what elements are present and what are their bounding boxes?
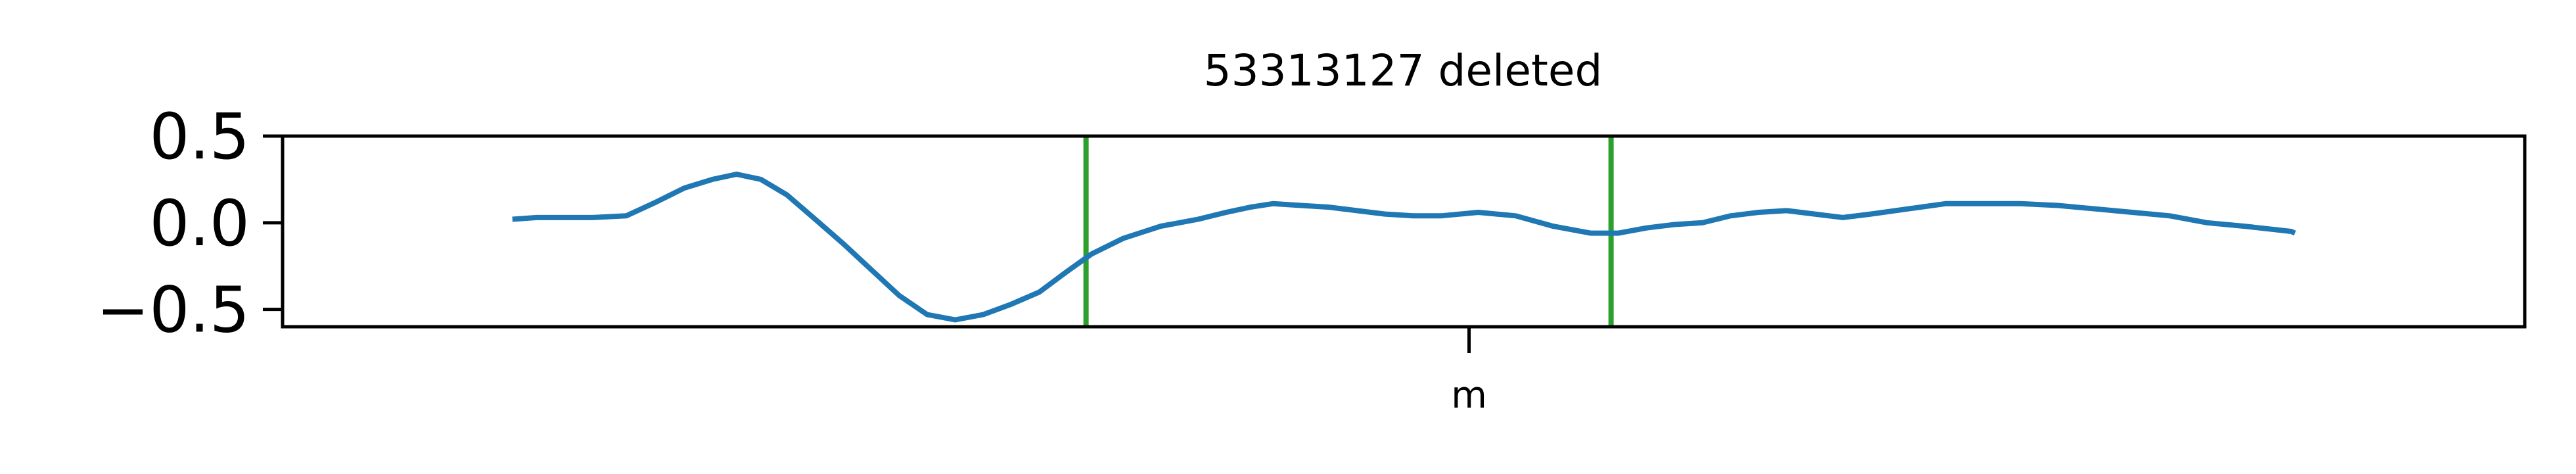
x-tick-label: m (1451, 374, 1487, 417)
chart-title: 53313127 deleted (1204, 45, 1603, 96)
axes-frame (281, 134, 2527, 329)
y-axis: 0.5 0.0 −0.5 (97, 100, 283, 347)
y-tick-label: −0.5 (97, 273, 250, 347)
plot-area (512, 136, 2296, 327)
y-tick-label: 0.0 (149, 187, 250, 260)
y-tick-label: 0.5 (149, 100, 250, 174)
series-line (512, 172, 2296, 323)
x-axis: m (1451, 327, 1487, 417)
